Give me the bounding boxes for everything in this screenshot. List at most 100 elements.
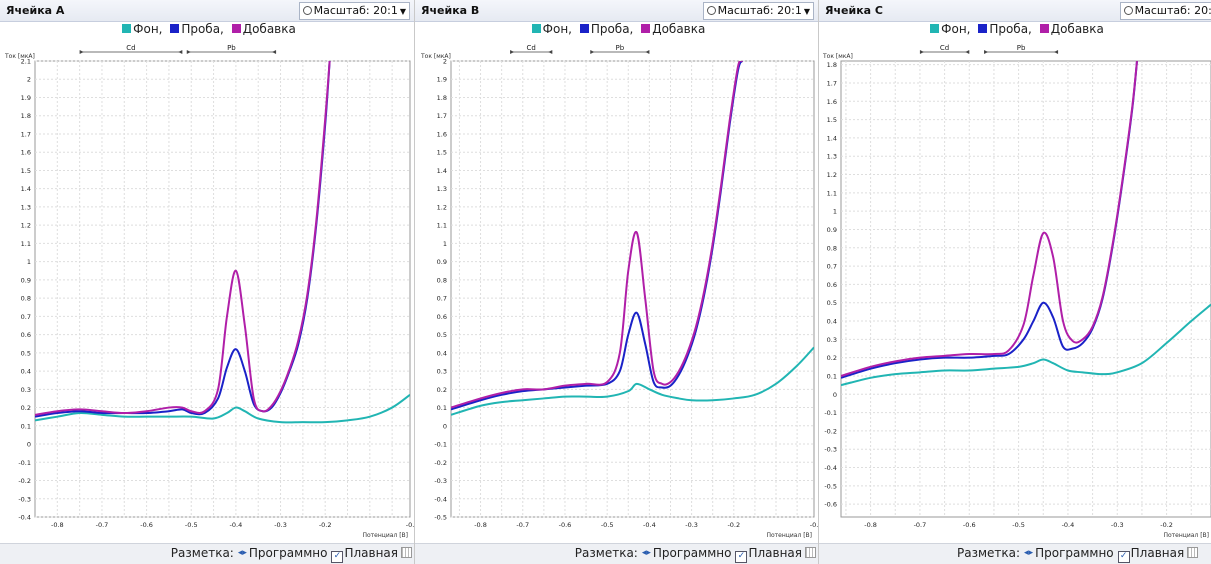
- y-tick-label: 0.2: [437, 386, 447, 394]
- x-tick-label: -0.7: [914, 521, 927, 529]
- plot-area[interactable]: 1.8 1.7 1.6 1.5 1.4 1.3 1.2 1.1 1 0.9 0.8 0.7 0.6 0.5…: [819, 0, 1211, 544]
- legend-swatch-addition: [641, 24, 651, 33]
- y-axis-label: Ток [мкА]: [420, 53, 451, 60]
- y-tick-label: 1.2: [827, 171, 837, 179]
- plot-area[interactable]: 2 1.9 1.8 1.7 1.6 1.5 1.4 1.3 1.2 1.1 1 0.9 0.8 0.7 0.…: [415, 0, 818, 544]
- x-tick-label: -0.5: [1012, 521, 1025, 529]
- smooth-checkbox[interactable]: ✓: [735, 551, 748, 563]
- legend-swatch-bg: [531, 24, 541, 33]
- y-tick-label: -0.2: [434, 459, 447, 467]
- y-tick-label: 0.7: [21, 313, 31, 321]
- legend-label-sample: Проба,: [181, 22, 224, 36]
- y-tick-label: 1.5: [827, 116, 837, 124]
- chevron-down-icon: ▼: [399, 7, 406, 16]
- plot-area[interactable]: 2.1 2 1.9 1.8 1.7 1.6 1.5 1.4 1.3 1.2 1.1 1 0.9 0.8 0.…: [0, 0, 414, 544]
- x-tick-label: -0.6: [140, 521, 153, 529]
- pb-label: Pb: [227, 44, 236, 52]
- legend-swatch-sample: [579, 24, 589, 33]
- y-tick-label: 0.1: [21, 422, 31, 430]
- legend-label-addition: Добавка: [652, 22, 706, 36]
- legend: Фон, Проба, Добавка: [819, 22, 1211, 36]
- legend-label-bg: Фон,: [941, 22, 971, 36]
- y-tick-label: 1.2: [437, 203, 447, 211]
- pb-label: Pb: [1017, 44, 1026, 52]
- y-tick-label: 1.6: [437, 130, 447, 138]
- x-tick-label: -0.8: [474, 521, 487, 529]
- scale-label: Масштаб: 20:1: [1134, 4, 1211, 17]
- y-tick-label: 1.7: [21, 130, 31, 138]
- y-tick-label: 1.3: [437, 185, 447, 193]
- y-tick-label: 0.9: [827, 226, 837, 234]
- markup-arrows-icon: ◂▸: [237, 548, 247, 558]
- grid-icon[interactable]: [805, 547, 816, 558]
- y-tick-label: -0.4: [434, 495, 447, 503]
- x-tick-label: -0.4: [643, 521, 656, 529]
- legend: Фон, Проба, Добавка: [415, 22, 818, 36]
- y-tick-label: 2.1: [21, 58, 31, 66]
- y-tick-label: 0.4: [21, 368, 31, 376]
- scale-dropdown[interactable]: Масштаб: 20:1▼: [702, 2, 814, 20]
- smooth-checkbox[interactable]: ✓: [1117, 551, 1130, 563]
- y-tick-label: 1.8: [21, 112, 31, 120]
- legend-label-addition: Добавка: [1050, 22, 1104, 36]
- y-tick-label: 1: [27, 258, 31, 266]
- x-tick-label: -0.5: [185, 521, 198, 529]
- magnifier-icon: [1123, 6, 1133, 15]
- smooth-label: Плавная: [748, 546, 802, 560]
- x-tick-label: -0.2: [319, 521, 332, 529]
- legend-swatch-bg: [122, 24, 132, 33]
- y-tick-label: 0.1: [827, 372, 837, 380]
- scale-dropdown[interactable]: Масштаб: 20:1▼: [1119, 2, 1211, 20]
- markup-mode[interactable]: Программно: [248, 546, 328, 560]
- magnifier-icon: [302, 6, 312, 15]
- x-axis-label: Потенциал [В]: [1164, 532, 1210, 539]
- legend-swatch-sample: [170, 24, 180, 33]
- markup-mode[interactable]: Программно: [652, 546, 732, 560]
- y-tick-label: 0.6: [21, 331, 31, 339]
- y-tick-label: 1.1: [21, 240, 31, 248]
- markup-label: Разметка:: [170, 546, 234, 560]
- y-tick-label: 0.8: [437, 276, 447, 284]
- y-tick-label: 0.6: [437, 313, 447, 321]
- y-tick-label: -0.1: [824, 409, 837, 417]
- cd-label: Cd: [527, 44, 536, 52]
- grid-icon[interactable]: [1187, 547, 1199, 558]
- footer-bar: Разметка: ◂▸ Программно ✓ Плавная: [0, 543, 414, 564]
- x-tick-label: -0.3: [274, 521, 287, 529]
- markup-mode[interactable]: Программно: [1035, 546, 1114, 560]
- scale-label: Масштаб: 20:1: [313, 4, 398, 17]
- x-tick-label: -0.7: [516, 521, 529, 529]
- legend-swatch-sample: [978, 24, 988, 33]
- x-tick-label: -0.6: [559, 521, 572, 529]
- y-tick-label: 1.7: [437, 112, 447, 120]
- x-tick-label: -0.4: [1062, 521, 1075, 529]
- scale-dropdown[interactable]: Масштаб: 20:1▼: [298, 2, 410, 20]
- y-tick-label: 0.3: [21, 386, 31, 394]
- smooth-checkbox[interactable]: ✓: [331, 551, 344, 563]
- cd-label: Cd: [940, 44, 949, 52]
- series-line-background: [451, 346, 814, 416]
- x-tick-label: -0.7: [96, 521, 109, 529]
- scale-label: Масштаб: 20:1: [717, 4, 802, 17]
- y-tick-label: 0.9: [21, 276, 31, 284]
- y-tick-label: -0.1: [18, 459, 31, 467]
- y-tick-label: -0.5: [824, 482, 837, 490]
- x-tick-label: -0.6: [963, 521, 976, 529]
- markup-label: Разметка:: [574, 546, 638, 560]
- y-tick-label: 0.4: [827, 318, 837, 326]
- grid-icon[interactable]: [401, 547, 412, 558]
- x-tick-label: -0.8: [51, 521, 64, 529]
- y-tick-label: -0.4: [18, 514, 31, 522]
- y-tick-label: -0.6: [824, 501, 837, 509]
- x-tick-label: -0.3: [685, 521, 698, 529]
- y-tick-label: 1.4: [827, 134, 837, 142]
- y-tick-label: 1.2: [21, 222, 31, 230]
- panel-cell-b: Ячейка В Масштаб: 20:1 ▼ Фон, Проба, Доба…: [415, 0, 819, 564]
- markup-label: Разметка:: [957, 546, 1021, 560]
- legend-label-addition: Добавка: [242, 22, 296, 36]
- y-tick-label: 1.1: [827, 189, 837, 197]
- series-line-background: [841, 303, 1211, 387]
- legend-swatch-addition: [231, 24, 241, 33]
- x-tick-label: -0.: [810, 521, 818, 529]
- x-tick-label: -0.2: [1160, 521, 1173, 529]
